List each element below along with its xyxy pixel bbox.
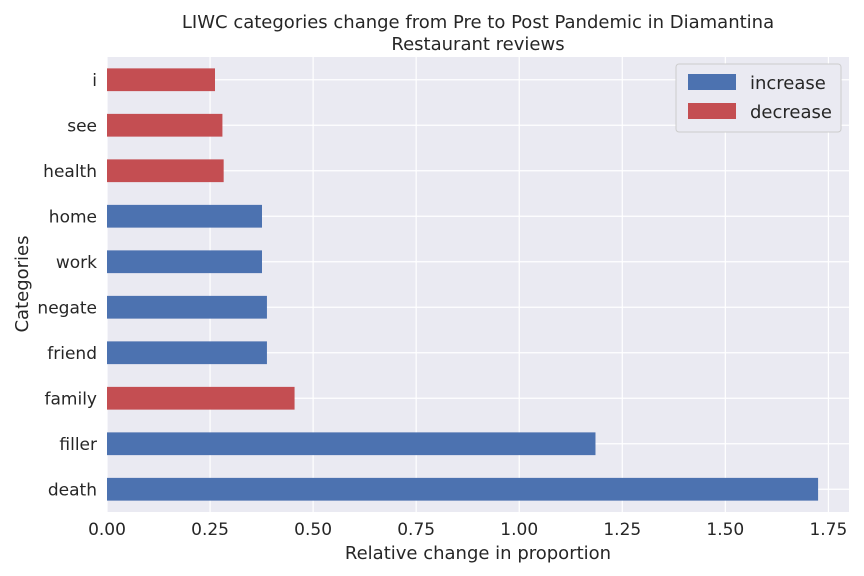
bar-family	[107, 386, 295, 410]
y-tick-label-negate: negate	[37, 298, 97, 318]
legend-swatch-increase	[688, 74, 736, 90]
x-tick-label: 1.75	[809, 520, 847, 540]
bar-work	[107, 250, 262, 274]
bar-filler	[107, 432, 596, 456]
bars	[107, 68, 819, 501]
y-tick-label-health: health	[43, 162, 97, 182]
y-tick-label-home: home	[49, 207, 97, 227]
chart-title-line2: Restaurant reviews	[391, 34, 564, 55]
y-tick-label-friend: friend	[47, 344, 97, 364]
x-tick-label: 0.25	[191, 520, 229, 540]
legend-swatch-decrease	[688, 103, 736, 119]
y-tick-label-see: see	[67, 116, 97, 136]
legend-label-decrease: decrease	[750, 102, 832, 123]
x-tick-label: 1.50	[706, 520, 744, 540]
x-tick-label: 0.75	[397, 520, 435, 540]
bar-negate	[107, 295, 267, 319]
bar-see	[107, 113, 223, 137]
x-tick-label: 1.25	[603, 520, 641, 540]
chart-title-line1: LIWC categories change from Pre to Post …	[182, 12, 774, 33]
bar-health	[107, 159, 224, 183]
y-tick-label-i: i	[92, 71, 97, 91]
y-tick-labels: death filler family friend negate work home hea…	[37, 71, 97, 501]
x-tick-labels: 0.00 0.25 0.50 0.75 1.00 1.25 1.50 1.75	[88, 520, 847, 540]
y-axis-label: Categories	[12, 235, 33, 332]
legend: increase decrease	[675, 63, 842, 133]
legend-label-increase: increase	[750, 73, 826, 94]
y-tick-label-filler: filler	[59, 435, 97, 455]
y-tick-label-death: death	[48, 480, 97, 500]
x-tick-label: 0.50	[294, 520, 332, 540]
bar-friend	[107, 341, 267, 365]
x-tick-label: 0.00	[88, 520, 126, 540]
x-axis-label: Relative change in proportion	[345, 543, 611, 564]
x-tick-label: 1.00	[500, 520, 538, 540]
y-tick-label-work: work	[56, 253, 97, 273]
bar-home	[107, 204, 262, 228]
y-tick-label-family: family	[45, 389, 97, 409]
bar-death	[107, 477, 819, 501]
bar-i	[107, 68, 216, 92]
